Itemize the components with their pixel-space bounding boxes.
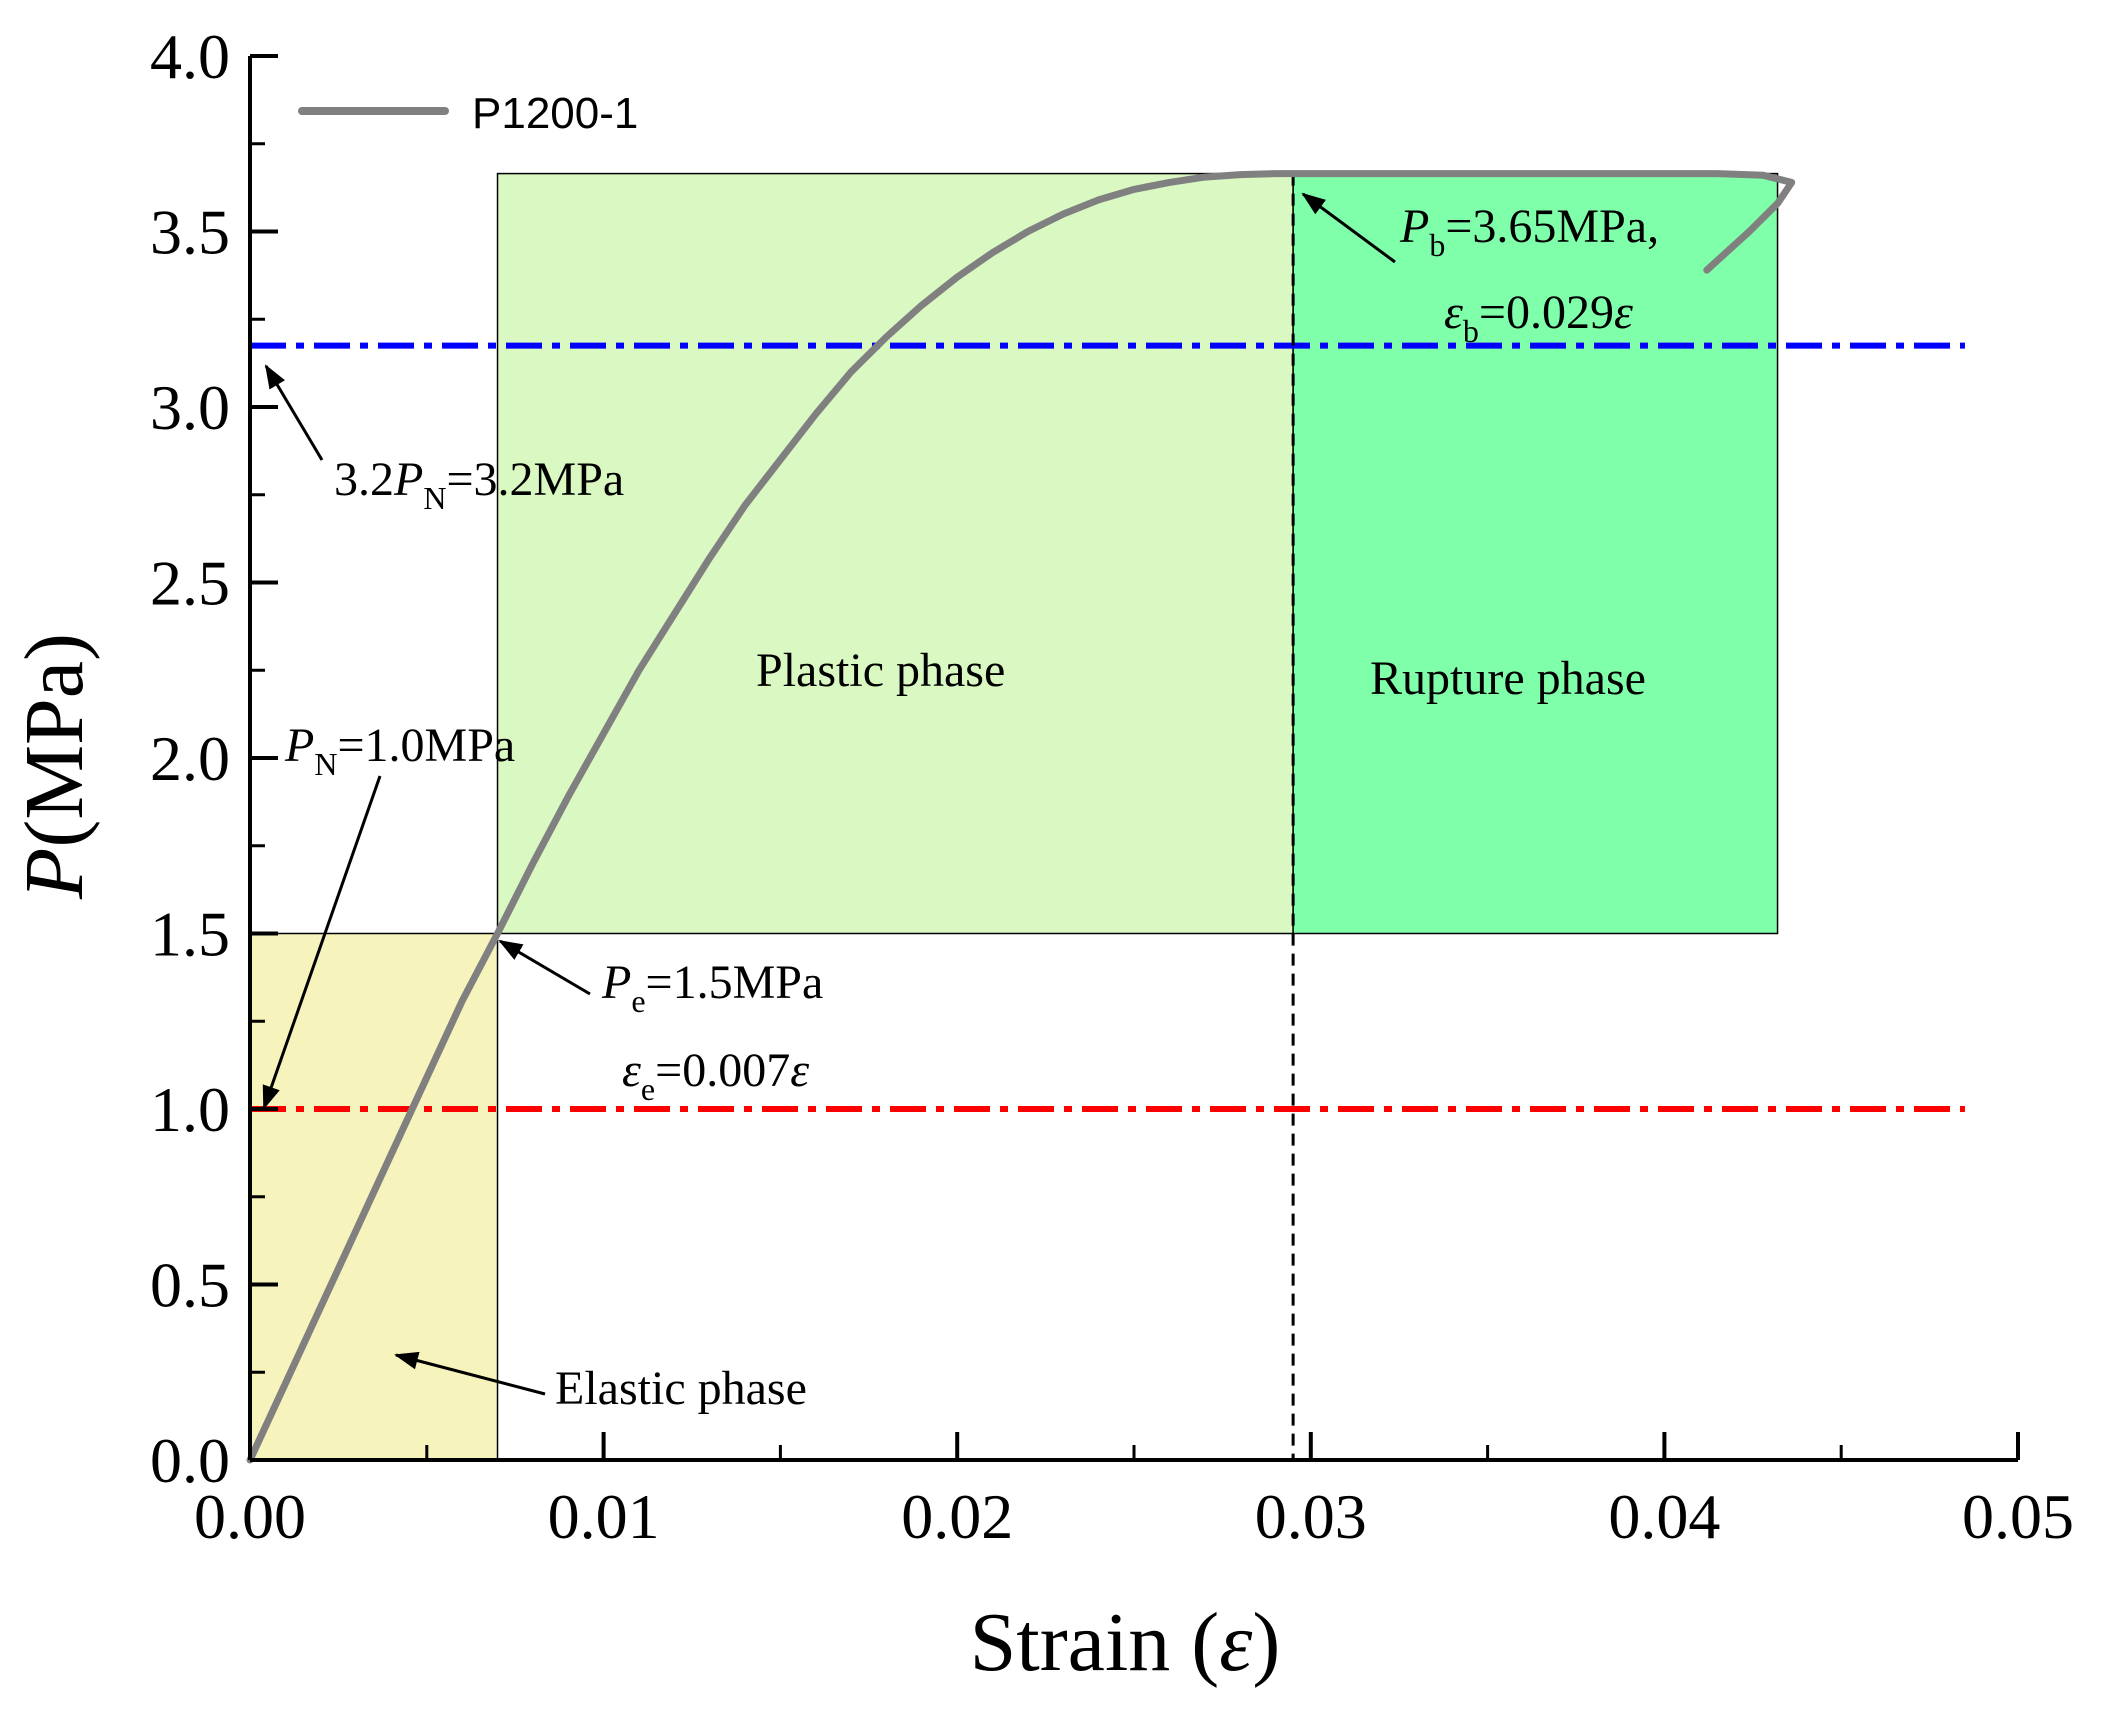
series-line-p1200-1 bbox=[246, 170, 1796, 1464]
x-tick-label: 0.05 bbox=[1962, 1481, 2074, 1552]
y-tick-label: 1.5 bbox=[150, 899, 230, 970]
x-tick-label: 0.02 bbox=[901, 1481, 1013, 1552]
rupture-phase-label: Rupture phase bbox=[1370, 652, 1646, 705]
plastic-region bbox=[496, 172, 1294, 935]
y-tick-label: 0.5 bbox=[150, 1250, 230, 1321]
pe-arrow bbox=[498, 939, 591, 996]
legend-label-p1200-1: P1200-1 bbox=[472, 89, 638, 138]
pn32-arrow bbox=[264, 364, 324, 461]
x-tick-label: 0.00 bbox=[194, 1481, 306, 1552]
y-tick-label: 1.0 bbox=[150, 1074, 230, 1145]
series-layer bbox=[246, 170, 1796, 1464]
pb-arrow bbox=[1301, 192, 1396, 264]
annotation-arrows bbox=[262, 192, 1396, 1396]
axes bbox=[248, 54, 2020, 1462]
y-tick-label: 2.0 bbox=[150, 723, 230, 794]
y-tick-label: 4.0 bbox=[150, 21, 230, 92]
x-tick-label: 0.03 bbox=[1255, 1481, 1367, 1552]
pe-annotation: Pe=1.5MPa bbox=[601, 956, 823, 1019]
ee-annotation: εe=0.007ε bbox=[622, 1044, 809, 1107]
pn32-annotation: 3.2PN=3.2MPa bbox=[334, 453, 624, 516]
tick-labels: 0.00 0.01 0.02 0.03 0.04 0.05 0.0 0.5 1.0 1.5 2.0 2… bbox=[150, 21, 2074, 1552]
eb-annotation: εb=0.029ε bbox=[1444, 286, 1633, 349]
y-tick-label: 3.0 bbox=[150, 372, 230, 443]
plastic-phase-label: Plastic phase bbox=[756, 644, 1005, 697]
y-axis-title: P(MPa) bbox=[8, 633, 101, 900]
pn-arrow bbox=[262, 775, 382, 1110]
x-tick-label: 0.01 bbox=[548, 1481, 660, 1552]
x-axis-title: Strain (ε) bbox=[970, 1596, 1281, 1689]
elastic-phase-label: Elastic phase bbox=[555, 1362, 807, 1415]
y-tick-label: 0.0 bbox=[150, 1425, 230, 1496]
legend: P1200-1 bbox=[298, 89, 638, 138]
y-tick-label: 3.5 bbox=[150, 197, 230, 268]
reference-lines bbox=[250, 173, 1965, 1460]
pb-annotation: Pb=3.65MPa, bbox=[1399, 200, 1659, 263]
phase-regions bbox=[249, 172, 1779, 1461]
y-tick-label: 2.5 bbox=[150, 548, 230, 619]
pn-annotation: PN=1.0MPa bbox=[284, 719, 515, 782]
elastic-arrow bbox=[394, 1351, 546, 1396]
rupture-region bbox=[1292, 172, 1779, 935]
x-tick-label: 0.04 bbox=[1608, 1481, 1720, 1552]
